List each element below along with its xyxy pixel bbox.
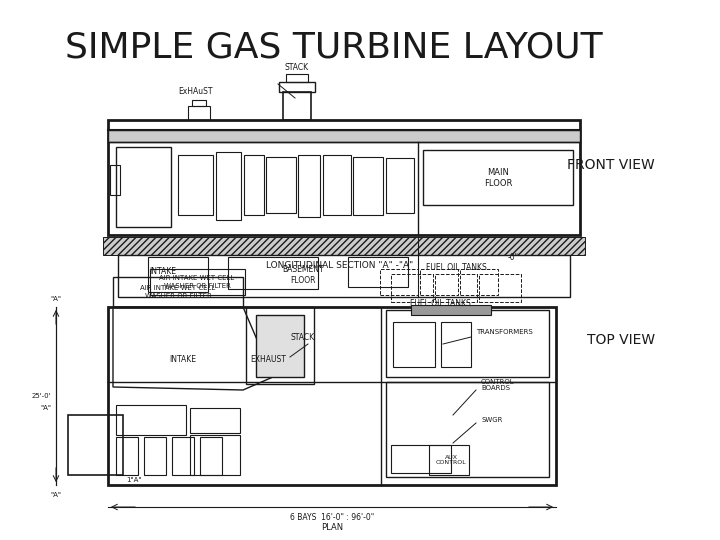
Bar bbox=[116, 147, 171, 227]
Text: "A": "A" bbox=[50, 296, 61, 302]
Bar bbox=[386, 310, 549, 377]
Bar bbox=[178, 155, 213, 215]
Text: INTAKE: INTAKE bbox=[150, 267, 176, 276]
Bar bbox=[228, 257, 318, 289]
Bar bbox=[244, 155, 264, 215]
Bar bbox=[391, 274, 433, 302]
Bar bbox=[68, 415, 123, 475]
Text: AIR INTAKE WET CELL
WASHER OR FILTER: AIR INTAKE WET CELL WASHER OR FILTER bbox=[159, 275, 235, 288]
Text: FRONT VIEW: FRONT VIEW bbox=[567, 158, 655, 172]
Text: -0": -0" bbox=[508, 253, 518, 261]
Bar bbox=[435, 274, 477, 302]
Text: BASEMENT
FLOOR: BASEMENT FLOOR bbox=[282, 265, 324, 285]
Bar bbox=[286, 74, 308, 82]
Text: SIMPLE GAS TURBINE LAYOUT: SIMPLE GAS TURBINE LAYOUT bbox=[65, 30, 603, 64]
Bar bbox=[256, 315, 304, 377]
Bar bbox=[116, 405, 186, 435]
Bar bbox=[172, 437, 194, 475]
Bar bbox=[393, 322, 435, 367]
Bar bbox=[353, 157, 383, 215]
Bar bbox=[113, 277, 243, 307]
Text: STACK: STACK bbox=[285, 64, 309, 72]
Bar bbox=[144, 437, 166, 475]
Bar bbox=[420, 269, 458, 295]
Bar bbox=[266, 157, 296, 213]
Bar bbox=[246, 307, 314, 384]
Bar bbox=[190, 408, 240, 433]
Bar bbox=[380, 269, 418, 295]
Text: "A": "A" bbox=[40, 405, 51, 411]
Text: EXHAUST: EXHAUST bbox=[250, 355, 286, 364]
Text: 1"A": 1"A" bbox=[126, 477, 142, 483]
Text: FUEL OIL TANKS: FUEL OIL TANKS bbox=[426, 262, 487, 272]
Bar bbox=[190, 435, 240, 475]
Bar bbox=[216, 152, 241, 220]
Text: AIR INTAKE WET CELL
WASHER OR FILTER: AIR INTAKE WET CELL WASHER OR FILTER bbox=[140, 286, 215, 299]
Text: ExHAuST: ExHAuST bbox=[178, 87, 212, 97]
Bar bbox=[323, 155, 351, 215]
Text: 6 BAYS  16'-0" : 96'-0": 6 BAYS 16'-0" : 96'-0" bbox=[290, 512, 374, 522]
Bar bbox=[386, 382, 549, 477]
Bar bbox=[150, 269, 245, 295]
Bar bbox=[423, 150, 573, 205]
Bar bbox=[386, 158, 414, 213]
Bar bbox=[298, 155, 320, 217]
Text: AUX
CONTROL: AUX CONTROL bbox=[436, 455, 467, 465]
Bar bbox=[148, 257, 208, 292]
Text: SWGR: SWGR bbox=[481, 417, 503, 423]
Bar bbox=[441, 322, 471, 367]
Bar bbox=[108, 120, 580, 235]
Text: INTAKE: INTAKE bbox=[169, 355, 197, 364]
Text: PLAN: PLAN bbox=[321, 523, 343, 531]
Bar bbox=[200, 437, 222, 475]
Bar bbox=[283, 92, 311, 120]
Text: 25'-0': 25'-0' bbox=[32, 393, 51, 399]
Bar bbox=[391, 445, 451, 473]
Bar bbox=[103, 237, 585, 255]
Text: MAIN
FLOOR: MAIN FLOOR bbox=[484, 168, 512, 188]
Bar bbox=[411, 305, 491, 315]
Text: FUEL OIL TANKS: FUEL OIL TANKS bbox=[410, 299, 470, 307]
Text: STACK: STACK bbox=[291, 333, 315, 341]
Bar bbox=[279, 82, 315, 92]
Bar bbox=[118, 255, 570, 297]
Bar bbox=[192, 100, 206, 106]
Bar bbox=[348, 257, 408, 287]
Bar bbox=[108, 307, 556, 485]
Bar bbox=[460, 269, 498, 295]
Bar bbox=[479, 274, 521, 302]
Text: LONGITUDINAL SECTION "A" -"A": LONGITUDINAL SECTION "A" -"A" bbox=[266, 261, 413, 271]
Bar bbox=[108, 130, 580, 142]
Bar bbox=[188, 106, 210, 120]
Text: "A": "A" bbox=[50, 492, 61, 498]
Bar bbox=[110, 165, 120, 195]
Bar bbox=[116, 437, 138, 475]
Text: TOP VIEW: TOP VIEW bbox=[587, 333, 655, 347]
Text: TRANSFORMERS: TRANSFORMERS bbox=[476, 329, 533, 335]
Bar bbox=[429, 445, 469, 475]
Text: CONTROL
BOARDS: CONTROL BOARDS bbox=[481, 379, 515, 392]
